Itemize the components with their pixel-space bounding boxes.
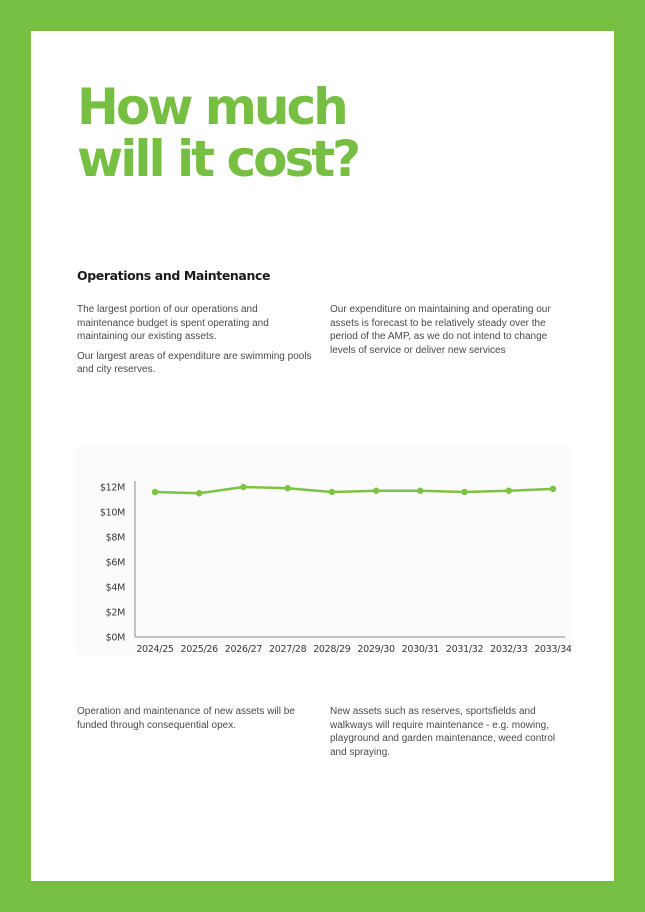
title-line-1: How much [77, 78, 349, 136]
x-tick-label: 2028/29 [313, 644, 351, 655]
y-tick-label: $0M [106, 633, 125, 644]
paragraph: Our largest areas of expenditure are swi… [77, 350, 312, 376]
x-tick-label: 2029/30 [357, 644, 395, 655]
opex-line-chart: $0M $2M $4M $6M $8M $10M $12M 2024/25 2025/26 202… [75, 447, 571, 655]
funding-column-right: New assets such as reserves, sportsfield… [330, 705, 570, 765]
page-title: How much will it cost? [77, 78, 361, 188]
x-tick-label: 2033/34 [534, 644, 571, 655]
data-point [240, 483, 247, 491]
paragraph: Operation and maintenance of new assets … [77, 706, 295, 731]
page: How much will it cost? Operations and Ma… [31, 31, 614, 881]
y-tick-label: $6M [106, 558, 125, 569]
y-tick-label: $8M [106, 533, 125, 544]
data-point [151, 488, 159, 496]
x-tick-label: 2026/27 [225, 644, 263, 655]
y-tick-label: $12M [100, 483, 125, 494]
paragraph: New assets such as reserves, sportsfield… [330, 706, 556, 758]
paragraph: Our expenditure on maintaining and opera… [330, 304, 551, 356]
x-tick-label: 2027/28 [269, 644, 307, 655]
intro-column-right: Our expenditure on maintaining and opera… [330, 303, 570, 363]
x-tick-label: 2032/33 [490, 644, 528, 655]
x-tick-label: 2031/32 [446, 644, 484, 655]
data-point [372, 487, 380, 494]
chart-svg: $0M $2M $4M $6M $8M $10M $12M 2024/25 2025/26 202… [100, 481, 571, 655]
data-point [284, 485, 291, 492]
y-tick-label: $4M [106, 583, 125, 594]
data-point [549, 485, 557, 493]
paragraph: The largest portion of our operations an… [77, 304, 269, 342]
data-point [417, 487, 424, 494]
x-tick-label: 2030/31 [402, 644, 440, 655]
y-tick-label: $2M [106, 608, 125, 619]
title-line-2: will it cost? [77, 130, 361, 188]
x-tick-label: 2025/26 [181, 644, 219, 655]
section-heading: Operations and Maintenance [77, 268, 271, 283]
data-point [328, 488, 336, 496]
y-tick-label: $10M [100, 508, 125, 519]
data-point [505, 487, 512, 494]
x-tick-label: 2024/25 [136, 644, 174, 655]
data-point [196, 490, 203, 497]
series-line [154, 485, 554, 495]
data-point [461, 488, 468, 496]
intro-column-left: The largest portion of our operations an… [77, 303, 317, 383]
funding-column-left: Operation and maintenance of new assets … [77, 705, 317, 738]
